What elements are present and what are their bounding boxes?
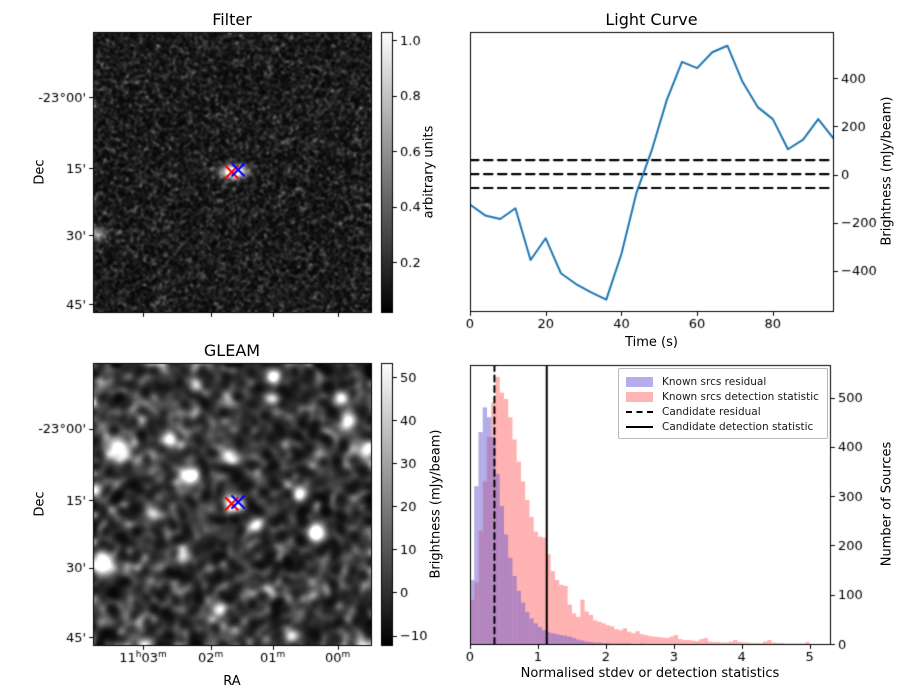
solid-line-icon bbox=[626, 425, 653, 428]
dashed-line-icon bbox=[626, 410, 653, 413]
legend-item-candidate-residual: Candidate residual bbox=[626, 404, 819, 419]
legend-label: Known srcs detection statistic bbox=[662, 390, 819, 403]
known-srcs-residual-swatch-icon bbox=[626, 376, 653, 387]
light-curve-panel-title: Light Curve bbox=[605, 10, 698, 29]
filter-panel-title: Filter bbox=[212, 10, 252, 29]
legend-label: Known srcs residual bbox=[662, 375, 767, 388]
filter-colorbar-label: arbitrary units bbox=[421, 125, 437, 219]
legend-item-candidate-detection: Candidate detection statistic bbox=[626, 419, 819, 434]
gleam-dec-axis-label: Dec bbox=[32, 491, 48, 517]
light-curve-y-axis-label: Brightness (mJy/beam) bbox=[879, 96, 895, 246]
histogram-legend: Known srcs residual Known srcs detection… bbox=[618, 368, 828, 439]
known-srcs-detection-swatch-icon bbox=[626, 391, 653, 402]
gleam-panel-title: GLEAM bbox=[203, 341, 261, 360]
legend-label: Candidate detection statistic bbox=[662, 420, 814, 433]
gleam-ra-axis-label: RA bbox=[223, 674, 241, 689]
histogram-y-axis-label: Number of Sources bbox=[879, 441, 895, 567]
legend-item-known-srcs-detection: Known srcs detection statistic bbox=[626, 389, 819, 404]
histogram-x-axis-label: Normalised stdev or detection statistics bbox=[520, 666, 780, 681]
gleam-colorbar-label: Brightness (mJy/beam) bbox=[428, 429, 444, 579]
light-curve-x-axis-label: Time (s) bbox=[625, 335, 678, 350]
legend-label: Candidate residual bbox=[662, 405, 761, 418]
legend-item-known-srcs-residual: Known srcs residual bbox=[626, 374, 819, 389]
filter-dec-axis-label: Dec bbox=[32, 159, 48, 185]
